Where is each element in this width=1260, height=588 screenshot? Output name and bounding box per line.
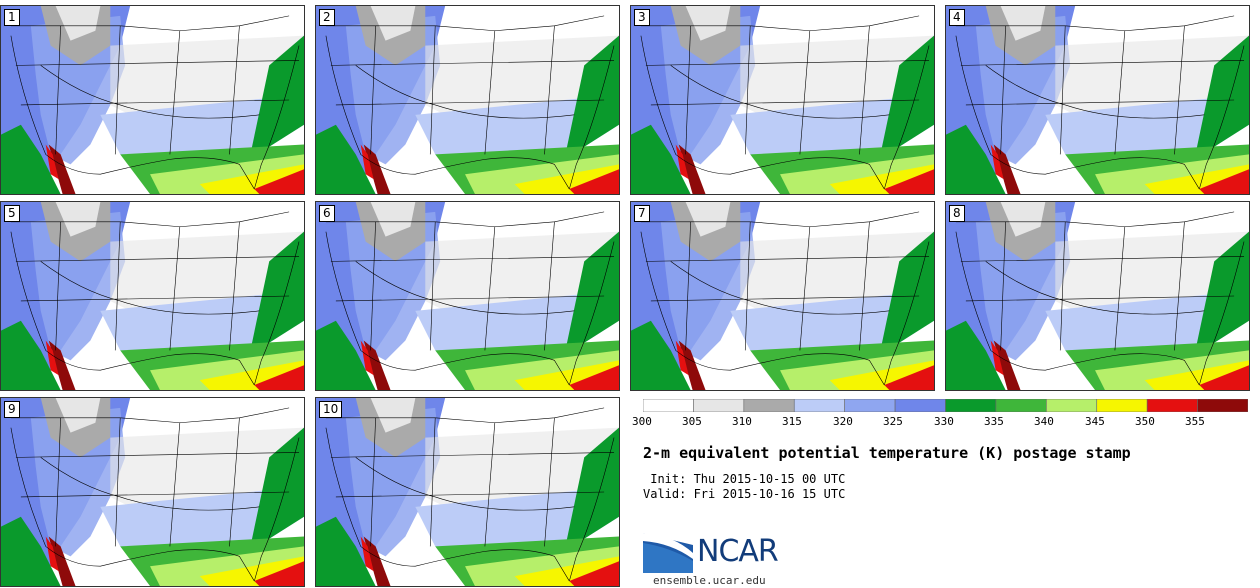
map-panel-7: 7 [630, 201, 935, 391]
colorbar-swatch-10 [1146, 399, 1198, 412]
colorbar-swatch-8 [1046, 399, 1098, 412]
colorbar-swatch-2 [743, 399, 795, 412]
colorbar-swatch-7 [995, 399, 1047, 412]
map-panel-3: 3 [630, 5, 935, 195]
chart-title: 2-m equivalent potential temperature (K)… [643, 444, 1131, 462]
panel-number: 1 [4, 9, 20, 26]
cb-tick-325: 325 [883, 415, 903, 428]
map-panel-2: 2 [315, 5, 620, 195]
panel-number: 3 [634, 9, 650, 26]
ncar-logo-text: NCAR [697, 534, 779, 569]
map-panel-9: 9 [0, 397, 305, 587]
map-panel-4: 4 [945, 5, 1250, 195]
colorbar-swatch-6 [945, 399, 997, 412]
colorbar-swatch-11 [1197, 399, 1248, 412]
cb-tick-300: 300 [632, 415, 652, 428]
colorbar [643, 399, 1248, 412]
ncar-logo-icon [643, 533, 693, 573]
panel-number: 2 [319, 9, 335, 26]
map-panel-6: 6 [315, 201, 620, 391]
colorbar-swatch-0 [643, 399, 694, 412]
panel-number: 4 [949, 9, 965, 26]
init-time: Init: Thu 2015-10-15 00 UTC [643, 472, 846, 486]
cb-tick-350: 350 [1135, 415, 1155, 428]
valid-time: Valid: Fri 2015-10-16 15 UTC [643, 487, 846, 501]
colorbar-swatch-1 [693, 399, 745, 412]
colorbar-tick-labels: 300 305 310 315 320 325 330 335 340 345 … [632, 415, 1252, 429]
cb-tick-355: 355 [1185, 415, 1205, 428]
colorbar-swatch-9 [1096, 399, 1148, 412]
map-panel-8: 8 [945, 201, 1250, 391]
cb-tick-335: 335 [984, 415, 1004, 428]
cb-tick-320: 320 [833, 415, 853, 428]
panel-number: 9 [4, 401, 20, 418]
colorbar-swatch-5 [894, 399, 946, 412]
map-panel-1: 1 [0, 5, 305, 195]
cb-tick-305: 305 [682, 415, 702, 428]
site-url: ensemble.ucar.edu [653, 574, 766, 587]
cb-tick-340: 340 [1034, 415, 1054, 428]
cb-tick-310: 310 [732, 415, 752, 428]
panel-number: 5 [4, 205, 20, 222]
cb-tick-345: 345 [1085, 415, 1105, 428]
map-panel-5: 5 [0, 201, 305, 391]
cb-tick-315: 315 [782, 415, 802, 428]
colorbar-swatch-3 [793, 399, 845, 412]
panel-number: 6 [319, 205, 335, 222]
panel-number: 10 [319, 401, 343, 418]
panel-number: 8 [949, 205, 965, 222]
map-panel-10: 10 [315, 397, 620, 587]
cb-tick-330: 330 [934, 415, 954, 428]
colorbar-swatch-4 [844, 399, 896, 412]
panel-number: 7 [634, 205, 650, 222]
